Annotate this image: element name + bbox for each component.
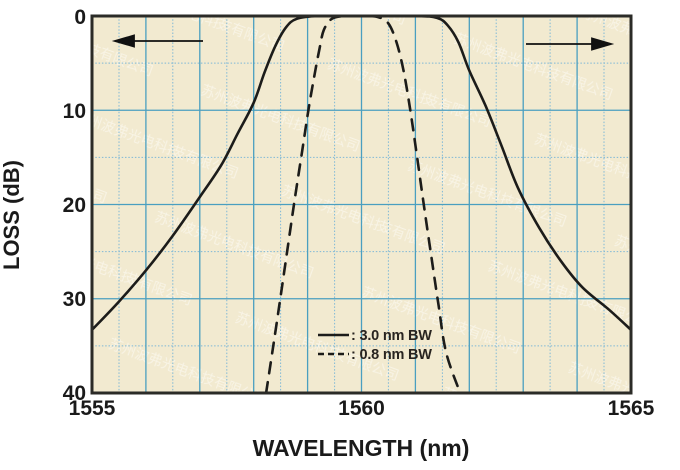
svg-text:1565: 1565	[608, 397, 655, 420]
svg-text:0: 0	[74, 6, 86, 29]
svg-text:20: 20	[63, 194, 86, 217]
svg-text:LOSS (dB): LOSS (dB)	[0, 160, 24, 270]
svg-text:10: 10	[63, 100, 86, 123]
svg-text:1555: 1555	[69, 397, 116, 420]
svg-text:1560: 1560	[338, 397, 385, 420]
svg-text:30: 30	[63, 288, 86, 311]
svg-text:WAVELENGTH (nm): WAVELENGTH (nm)	[253, 435, 470, 461]
svg-text:: 3.0 nm BW: : 3.0 nm BW	[351, 328, 432, 344]
svg-text:: 0.8 nm BW: : 0.8 nm BW	[351, 347, 432, 363]
